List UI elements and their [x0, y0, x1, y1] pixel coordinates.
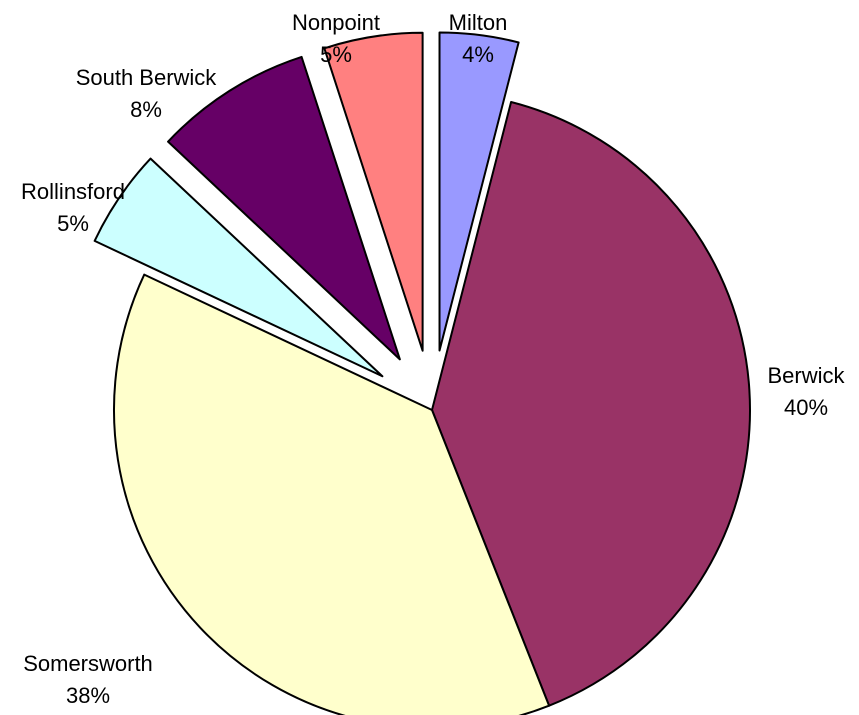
data-label-south-berwick: South Berwick 8%: [76, 65, 218, 122]
pie-slice-berwick: [431, 100, 751, 707]
pie-slice-south-berwick: [167, 55, 401, 361]
data-label-name-south-berwick: South Berwick: [76, 65, 218, 90]
pie-slice-milton: [438, 31, 520, 352]
data-label-pct-rollinsford: 5%: [57, 211, 89, 236]
data-label-pct-somersworth: 38%: [66, 683, 110, 708]
data-label-berwick: Berwick 40%: [767, 363, 845, 420]
data-label-name-berwick: Berwick: [767, 363, 845, 388]
data-label-pct-nonpoint: 5%: [320, 42, 352, 67]
data-label-nonpoint: Nonpoint 5%: [292, 10, 380, 67]
pie-slice-nonpoint: [323, 31, 424, 352]
data-label-name-rollinsford: Rollinsford: [21, 179, 125, 204]
data-label-milton: Milton 4%: [449, 10, 508, 67]
data-label-pct-south-berwick: 8%: [130, 97, 162, 122]
pie-slice-somersworth: [113, 273, 551, 715]
data-label-somersworth: Somersworth 38%: [23, 651, 153, 708]
data-label-name-milton: Milton: [449, 10, 508, 35]
pie-slice-rollinsford: [93, 157, 384, 378]
data-label-rollinsford: Rollinsford 5%: [21, 179, 125, 236]
data-label-name-somersworth: Somersworth: [23, 651, 153, 676]
data-label-name-nonpoint: Nonpoint: [292, 10, 380, 35]
data-label-pct-berwick: 40%: [784, 395, 828, 420]
data-label-pct-milton: 4%: [462, 42, 494, 67]
